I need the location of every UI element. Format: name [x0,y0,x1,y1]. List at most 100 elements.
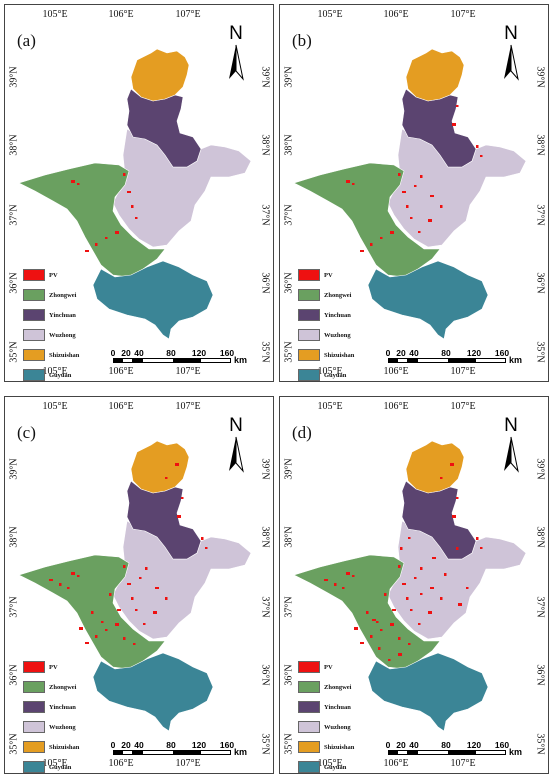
scale-label: 20 [121,348,131,358]
legend: PV Zhongwei Yinchuan Wuzhong Shizuishan Guyua… [298,267,354,387]
pv-patch [354,627,358,630]
scale-label: 160 [494,348,510,358]
legend-item: Zhongwei [298,287,354,303]
pv-patch [410,217,413,219]
legend-swatch [298,761,320,773]
latitude-tick: 36°N [283,664,295,686]
legend-label: Zhongwei [49,291,77,299]
pv-patch [165,597,168,600]
pv-patch [135,609,138,611]
pv-patch [476,145,479,148]
legend-swatch [298,721,320,733]
pv-patch [109,593,112,596]
pv-patch [105,629,108,631]
legend-label: Wuzhong [49,723,76,731]
latitude-tick: 39°N [8,66,20,88]
legend-item: Wuzhong [23,327,79,343]
scale-label: 120 [191,348,207,358]
longitude-tick: 106°E [108,401,134,412]
scale-unit: km [509,747,523,757]
pv-patch [410,609,413,611]
region-zhongwei [293,162,441,278]
legend-swatch [23,289,45,301]
pv-patch [95,635,98,638]
scale-label: 160 [219,348,235,358]
scale-label: 0 [110,740,116,750]
legend-label: PV [49,663,58,671]
longitude-tick: 106°E [383,758,409,769]
pv-patch [428,219,432,222]
map-panel: (d) 105°E 105°E 106°E 106°E 107°E 107°E 39°N 39°… [279,396,549,774]
legend-item: Wuzhong [298,327,354,343]
legend-swatch [23,269,45,281]
pv-patch [390,623,394,626]
legend-swatch [23,309,45,321]
latitude-tick: 37°N [283,596,295,618]
pv-patch [452,515,456,518]
pv-patch [432,557,436,559]
legend-item: Yinchuan [298,307,354,323]
legend-swatch [298,681,320,693]
latitude-tick: 35°N [283,733,295,755]
scale-unit: km [234,355,248,365]
latitude-tick: 38°N [259,134,271,156]
legend-label: Shizuishan [49,351,80,359]
pv-patch [398,173,401,176]
pv-patch [153,611,157,614]
legend-item: Yinchuan [23,307,79,323]
pv-patch [352,575,355,577]
latitude-tick: 39°N [283,458,295,480]
pv-patch [127,583,131,585]
pv-patch [342,587,345,589]
pv-patch [95,243,98,246]
region-zhongwei [18,162,166,278]
legend-label: PV [324,663,333,671]
pv-patch [77,183,80,185]
pv-patch [101,621,104,623]
latitude-tick: 36°N [283,272,295,294]
legend-item: Zhongwei [298,679,354,695]
scale-unit: km [509,355,523,365]
legend-item: Zhongwei [23,287,79,303]
legend-swatch [23,701,45,713]
longitude-tick: 105°E [317,758,343,769]
longitude-tick: 107°E [175,9,201,20]
pv-patch [430,587,434,589]
scale-label: 120 [466,348,482,358]
latitude-tick: 38°N [259,526,271,548]
legend-swatch [298,289,320,301]
longitude-tick: 107°E [175,401,201,412]
pv-patch [49,579,53,581]
scale-label: 160 [219,740,235,750]
latitude-tick: 36°N [8,272,20,294]
latitude-tick: 38°N [8,134,20,156]
latitude-tick: 37°N [534,204,546,226]
region-shizuishan [405,440,465,494]
scale-bar: 0 20 40 80 120 160 km [385,740,522,760]
legend-swatch [23,721,45,733]
pv-patch [458,603,462,606]
latitude-tick: 38°N [534,526,546,548]
pv-patch [79,627,83,630]
pv-patch [452,123,456,126]
legend-item: Shizuishan [23,739,79,755]
legend-item: Yinchuan [298,699,354,715]
north-arrow-icon: N [500,415,522,475]
pv-patch [372,619,376,621]
pv-patch [480,547,483,549]
latitude-tick: 36°N [534,272,546,294]
pv-patch [444,573,447,576]
pv-patch [384,593,387,596]
scale-label: 40 [409,740,419,750]
legend-item: Wuzhong [23,719,79,735]
region-shizuishan [130,48,190,102]
pv-patch [155,587,159,589]
pv-patch [346,572,350,575]
legend-item: Shizuishan [23,347,79,363]
scale-label: 80 [166,348,176,358]
scale-label: 40 [134,348,144,358]
latitude-tick: 39°N [534,66,546,88]
legend-label: Yinchuan [324,311,351,319]
panel-label: (a) [17,31,36,50]
scale-label: 0 [385,740,391,750]
